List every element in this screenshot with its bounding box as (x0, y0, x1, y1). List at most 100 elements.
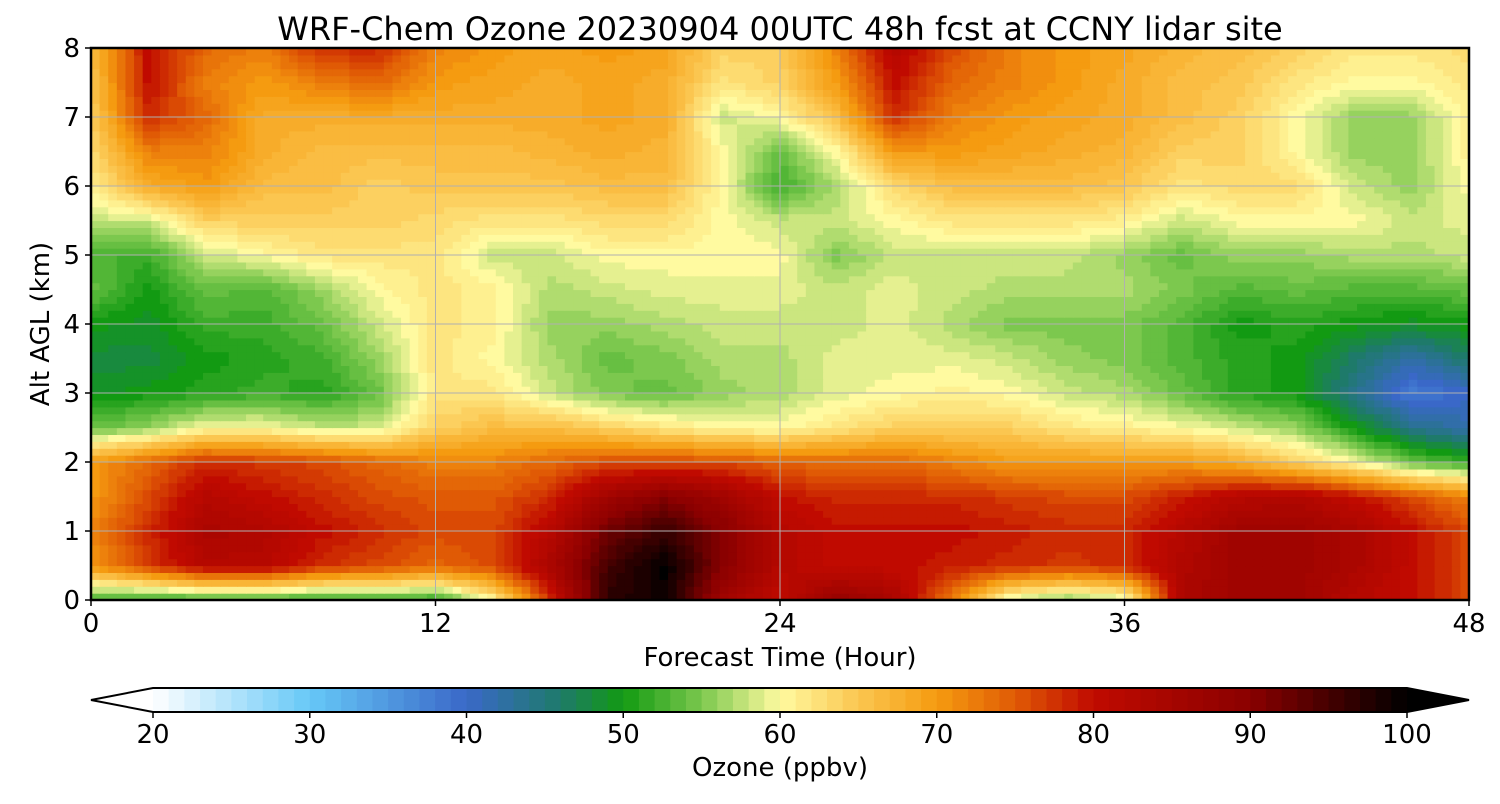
heatmap-cell (1003, 558, 1014, 567)
heatmap-cell (1408, 386, 1418, 394)
heatmap-cell (891, 420, 902, 429)
heatmap-cell (952, 386, 962, 394)
heatmap-cell (1400, 572, 1410, 580)
heatmap-cell (736, 517, 747, 525)
heatmap-cell (624, 406, 635, 415)
heatmap-cell (1270, 448, 1281, 456)
heatmap-cell (633, 565, 643, 573)
heatmap-cell (1270, 393, 1281, 401)
heatmap-cell (1021, 544, 1031, 553)
heatmap-cell (1348, 434, 1358, 442)
heatmap-cell (891, 572, 902, 580)
heatmap-cell (642, 565, 652, 573)
heatmap-cell (685, 386, 695, 394)
heatmap-cell (461, 420, 471, 429)
heatmap-cell (702, 537, 712, 546)
heatmap-cell (607, 413, 617, 422)
heatmap-cell (642, 551, 652, 560)
heatmap-cell (91, 386, 101, 394)
heatmap-cell (986, 579, 996, 587)
heatmap-cell (280, 420, 290, 429)
heatmap-cell (538, 386, 549, 394)
heatmap-cell (1322, 551, 1332, 560)
heatmap-cell (1072, 517, 1083, 525)
heatmap-cell (1133, 406, 1143, 415)
heatmap-cell (314, 572, 325, 580)
heatmap-cell (1115, 427, 1126, 435)
heatmap-cell (1253, 558, 1263, 567)
heatmap-cell (1124, 420, 1134, 429)
heatmap-cell (1167, 455, 1177, 463)
heatmap-cell (624, 544, 635, 553)
heatmap-cell (521, 462, 531, 470)
heatmap-cell (659, 468, 669, 477)
heatmap-cell (1046, 393, 1057, 401)
heatmap-cell (237, 482, 247, 491)
heatmap-cell (668, 468, 678, 477)
heatmap-cell (1202, 413, 1212, 422)
heatmap-cell (1072, 386, 1083, 394)
heatmap-cell (719, 386, 729, 394)
heatmap-cell (1262, 393, 1272, 401)
heatmap-cell (1158, 503, 1169, 511)
heatmap-cell (392, 468, 402, 477)
heatmap-cell (857, 524, 867, 532)
heatmap-cell (754, 572, 764, 580)
heatmap-cell (461, 475, 471, 484)
heatmap-cell (1236, 482, 1246, 491)
heatmap-cell (1124, 510, 1134, 518)
heatmap-cell (194, 420, 204, 429)
heatmap-cell (642, 399, 652, 408)
heatmap-cell (633, 544, 643, 553)
heatmap-cell (1038, 399, 1048, 408)
heatmap-cell (1012, 496, 1022, 504)
heatmap-cell (771, 524, 781, 532)
heatmap-cell (366, 434, 376, 442)
heatmap-cell (866, 544, 876, 553)
heatmap-cell (409, 468, 419, 477)
heatmap-cell (969, 399, 979, 408)
heatmap-cell (202, 524, 213, 532)
heatmap-cell (935, 510, 945, 518)
heatmap-cell (986, 503, 996, 511)
heatmap-cell (1090, 420, 1100, 429)
heatmap-cell (444, 537, 454, 546)
heatmap-cell (1021, 510, 1031, 518)
heatmap-cell (848, 462, 859, 470)
heatmap-cell (159, 572, 170, 580)
heatmap-cell (444, 524, 454, 532)
heatmap-cell (1434, 489, 1444, 498)
heatmap-cell (986, 558, 996, 567)
heatmap-cell (1279, 531, 1289, 539)
heatmap-cell (1072, 510, 1083, 518)
heatmap-cell (513, 399, 523, 408)
heatmap-cell (556, 496, 566, 504)
heatmap-cell (1357, 496, 1367, 504)
heatmap-cell (1339, 441, 1350, 449)
heatmap-cell (134, 551, 144, 560)
heatmap-cell (99, 524, 109, 532)
heatmap-cell (1339, 462, 1350, 470)
heatmap-cell (1270, 558, 1281, 567)
heatmap-cell (469, 420, 480, 429)
heatmap-cell (797, 551, 807, 560)
heatmap-cell (1331, 406, 1341, 415)
heatmap-cell (995, 531, 1005, 539)
heatmap-cell (1133, 482, 1143, 491)
heatmap-cell (935, 386, 945, 394)
heatmap-cell (642, 441, 652, 449)
heatmap-cell (805, 503, 816, 511)
heatmap-cell (1219, 510, 1229, 518)
heatmap-cell (444, 503, 454, 511)
heatmap-cell (1288, 586, 1298, 594)
heatmap-cell (1021, 420, 1031, 429)
heatmap-cell (1141, 427, 1151, 435)
heatmap-cell (108, 420, 118, 429)
heatmap-cell (762, 462, 772, 470)
heatmap-cell (745, 475, 755, 484)
heatmap-cell (1038, 413, 1048, 422)
heatmap-cell (616, 420, 626, 429)
heatmap-cell (891, 510, 902, 518)
heatmap-cell (685, 593, 695, 601)
heatmap-cell (823, 517, 833, 525)
